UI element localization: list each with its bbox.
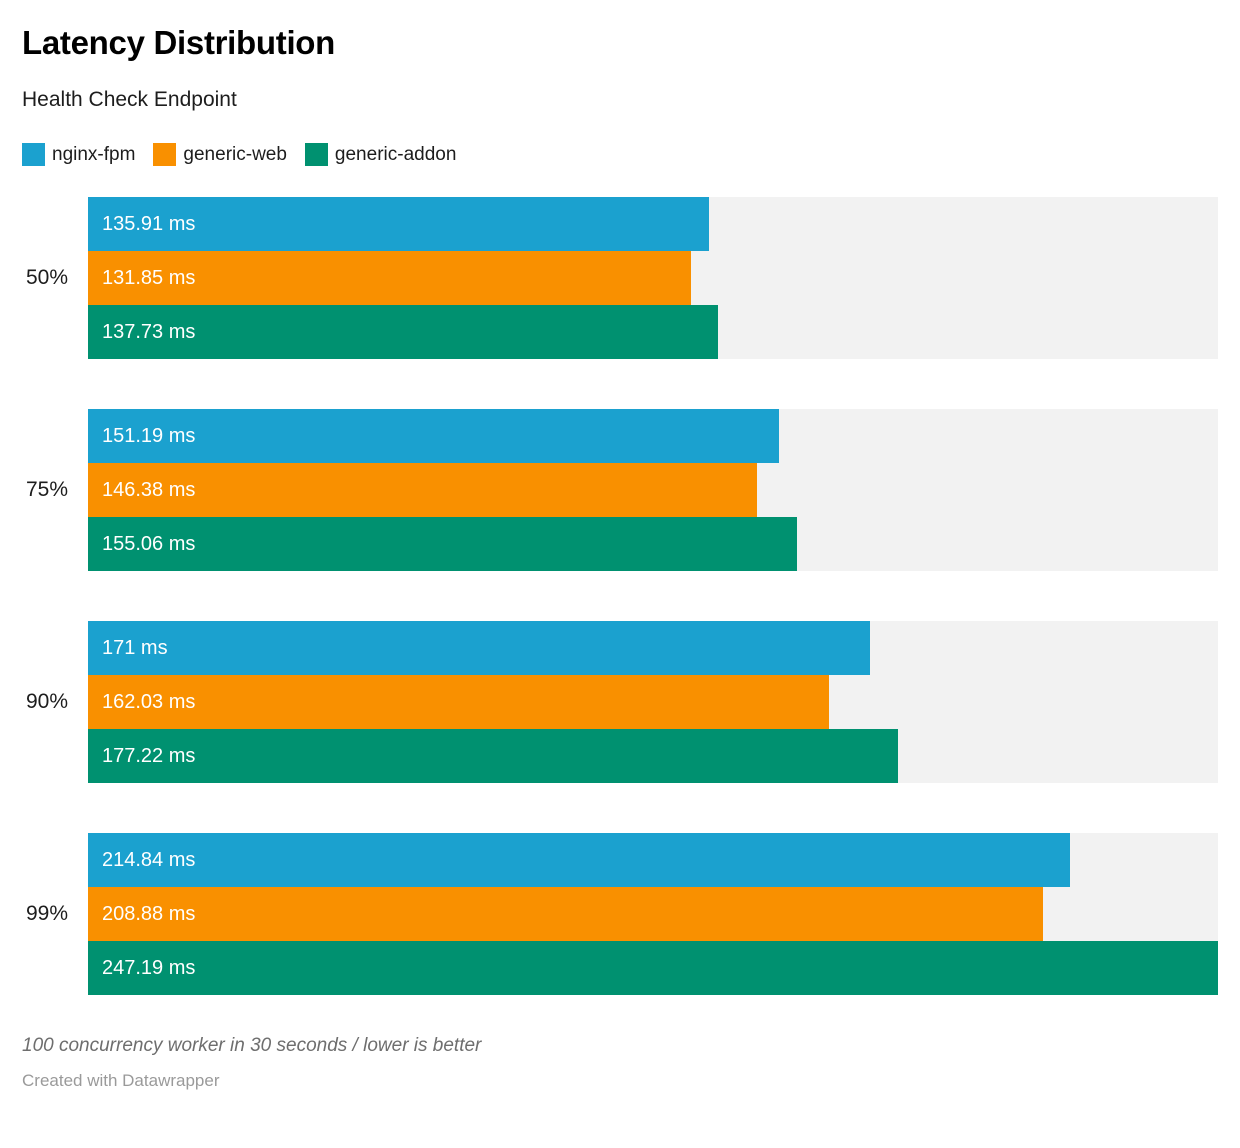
- legend-swatch-generic-addon: [304, 143, 328, 167]
- bar-value-label: 208.88 ms: [102, 902, 196, 925]
- bar-generic-web: 131.85 ms: [88, 251, 691, 306]
- bar-value-label: 135.91 ms: [102, 212, 196, 235]
- bar-track: 214.84 ms 208.88 ms 247.19 ms: [88, 833, 1218, 996]
- chart-subtitle: Health Check Endpoint: [22, 88, 237, 112]
- legend: nginx-fpm generic-web generic-addon: [22, 143, 1218, 167]
- bar-value-label: 151.19 ms: [102, 424, 196, 447]
- bar-generic-web: 208.88 ms: [88, 887, 1043, 942]
- bar-value-label: 171 ms: [102, 636, 168, 659]
- percentile-label: 75%: [25, 478, 68, 502]
- bar-track: 171 ms 162.03 ms 177.22 ms: [88, 621, 1218, 784]
- datawrapper-attribution[interactable]: Created with Datawrapper: [22, 1071, 220, 1091]
- bar-value-label: 177.22 ms: [102, 744, 196, 767]
- percentile-label: 90%: [25, 690, 68, 714]
- bar-nginx-fpm: 135.91 ms: [88, 197, 710, 252]
- bar-generic-addon: 155.06 ms: [88, 517, 797, 572]
- legend-label: generic-web: [183, 143, 287, 165]
- legend-item: generic-web: [153, 143, 287, 167]
- bar-nginx-fpm: 151.19 ms: [88, 409, 780, 464]
- percentile-group: 99% 214.84 ms 208.88 ms 247.19 ms: [22, 833, 1218, 996]
- percentile-group: 90% 171 ms 162.03 ms 177.22 ms: [22, 621, 1218, 784]
- bar-value-label: 162.03 ms: [102, 690, 196, 713]
- bar-value-label: 131.85 ms: [102, 266, 196, 289]
- percentile-label: 99%: [25, 902, 68, 926]
- chart-notes: 100 concurrency worker in 30 seconds / l…: [22, 1035, 482, 1057]
- bar-nginx-fpm: 171 ms: [88, 621, 870, 676]
- legend-swatch-generic-web: [153, 143, 177, 167]
- chart-title: Latency Distribution: [22, 24, 336, 61]
- legend-item: generic-addon: [304, 143, 457, 167]
- bar-value-label: 146.38 ms: [102, 478, 196, 501]
- bar-generic-addon: 177.22 ms: [88, 729, 899, 784]
- bar-generic-addon: 247.19 ms: [88, 941, 1218, 996]
- legend-swatch-nginx-fpm: [22, 143, 45, 167]
- legend-label: nginx-fpm: [52, 143, 136, 165]
- bar-chart: 50% 135.91 ms 131.85 ms 137.73 ms 75% 15…: [22, 197, 1218, 996]
- bar-generic-addon: 137.73 ms: [88, 305, 718, 360]
- bar-value-label: 155.06 ms: [102, 532, 196, 555]
- legend-label: generic-addon: [334, 143, 457, 165]
- percentile-group: 50% 135.91 ms 131.85 ms 137.73 ms: [22, 197, 1218, 360]
- bar-value-label: 214.84 ms: [102, 848, 196, 871]
- bar-generic-web: 146.38 ms: [88, 463, 758, 518]
- percentile-group: 75% 151.19 ms 146.38 ms 155.06 ms: [22, 409, 1218, 572]
- bar-nginx-fpm: 214.84 ms: [88, 833, 1071, 888]
- bar-value-label: 137.73 ms: [102, 320, 196, 343]
- bar-track: 151.19 ms 146.38 ms 155.06 ms: [88, 409, 1218, 572]
- bar-value-label: 247.19 ms: [102, 956, 196, 979]
- legend-item: nginx-fpm: [22, 143, 136, 167]
- percentile-label: 50%: [25, 266, 68, 290]
- bar-generic-web: 162.03 ms: [88, 675, 829, 730]
- bar-track: 135.91 ms 131.85 ms 137.73 ms: [88, 197, 1218, 360]
